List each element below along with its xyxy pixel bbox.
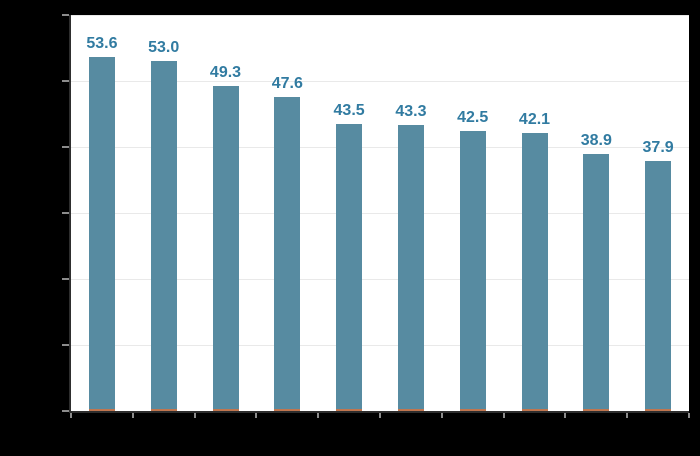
bar-group: 47.6: [271, 15, 303, 411]
y-axis-tick: [62, 146, 69, 148]
bar-value-label: 53.6: [86, 35, 118, 53]
bar-group: 37.9: [642, 15, 674, 411]
bar-value-label: 53.0: [148, 39, 180, 57]
gridline: [71, 81, 689, 82]
y-axis-tick: [62, 344, 69, 346]
bar-value-label: 49.3: [209, 63, 242, 81]
y-axis-tick: [62, 212, 69, 214]
bar-base-accent: [88, 409, 115, 411]
bar: [88, 57, 115, 411]
gridline: [71, 147, 689, 148]
bar: [521, 133, 548, 411]
x-axis-tick: [379, 413, 381, 418]
x-axis-tick: [502, 413, 505, 418]
x-axis-tick: [440, 413, 443, 418]
y-axis-tick: [62, 80, 69, 82]
bar-value-label: 42.1: [518, 111, 551, 129]
x-axis-tick: [564, 413, 567, 418]
bar: [274, 96, 301, 411]
y-axis-tick: [62, 14, 69, 16]
gridline: [71, 279, 689, 280]
bar-value-label: 43.5: [333, 101, 365, 119]
x-axis-tick: [255, 413, 258, 418]
y-axis-tick: [62, 278, 69, 280]
bar: [397, 125, 424, 411]
bar: [645, 160, 672, 411]
bar-value-label: 38.9: [580, 132, 612, 150]
bar-group: 42.5: [457, 15, 489, 411]
x-axis-tick: [193, 413, 196, 418]
plot-area: 53.6 53.0 49.3 47.6 43.5 43.3 42.5 42.1 38.9 37.9: [62, 14, 690, 418]
bar-value-label: 47.6: [271, 74, 303, 92]
bar-base-accent: [336, 409, 363, 411]
x-axis-tick: [688, 413, 690, 418]
bar-group: 43.3: [395, 15, 427, 411]
x-axis-line: [69, 411, 689, 413]
bar-base-accent: [212, 409, 239, 411]
bar: [336, 123, 363, 411]
gridline: [71, 15, 689, 16]
bar-value-label: 43.3: [395, 103, 427, 121]
y-axis-line: [69, 15, 71, 413]
gridline: [71, 345, 689, 346]
bar: [212, 85, 239, 411]
bar-base-accent: [459, 409, 486, 411]
bar-group: 43.5: [333, 15, 365, 411]
x-axis-tick: [70, 413, 72, 418]
bar-group: 53.0: [148, 15, 180, 411]
x-axis-tick: [131, 413, 134, 418]
bar-value-label: 42.5: [457, 108, 489, 126]
bar-value-label: 37.9: [642, 138, 674, 156]
bar-group: 49.3: [209, 15, 242, 411]
bar-base-accent: [521, 409, 548, 411]
bar-base-accent: [274, 409, 301, 411]
bar: [150, 61, 177, 411]
gridline: [71, 213, 689, 214]
bar-base-accent: [150, 409, 177, 411]
bar-group: 53.6: [86, 15, 118, 411]
bar-base-accent: [645, 409, 672, 411]
x-axis-tick: [317, 413, 320, 418]
y-axis-tick: [62, 410, 69, 412]
bar-base-accent: [583, 409, 610, 411]
bar: [459, 130, 486, 411]
bar: [583, 154, 610, 411]
bar-group: 38.9: [580, 15, 612, 411]
bar-group: 42.1: [518, 15, 551, 411]
bar-base-accent: [397, 409, 424, 411]
x-axis-tick: [626, 413, 629, 418]
